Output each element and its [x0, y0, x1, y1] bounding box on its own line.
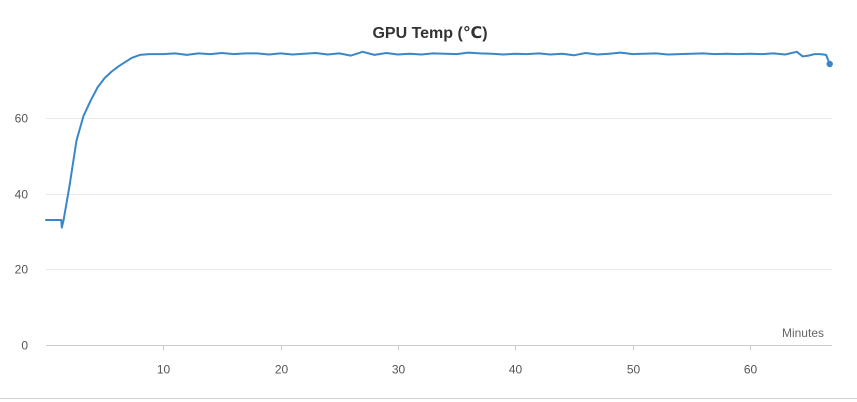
x-tick-label: 60 [744, 363, 758, 377]
x-tick-label: 30 [392, 363, 406, 377]
series-layer [45, 50, 833, 229]
x-tick-label: 20 [275, 363, 289, 377]
x-axis-title: Minutes [782, 326, 824, 340]
y-tick-label: 60 [15, 112, 29, 126]
grid-lines [46, 118, 832, 270]
y-tick-label: 40 [15, 188, 29, 202]
x-tick-label: 10 [157, 363, 171, 377]
chart-title: GPU Temp (℃) [372, 25, 487, 42]
series-line [45, 50, 831, 229]
last-point-marker [826, 60, 833, 68]
axes: 0 20 40 60 10 20 30 40 50 60 [15, 112, 832, 377]
x-tick-label: 50 [627, 363, 641, 377]
y-tick-label: 0 [21, 339, 28, 353]
y-tick-label: 20 [15, 263, 29, 277]
x-tick-label: 40 [509, 363, 523, 377]
